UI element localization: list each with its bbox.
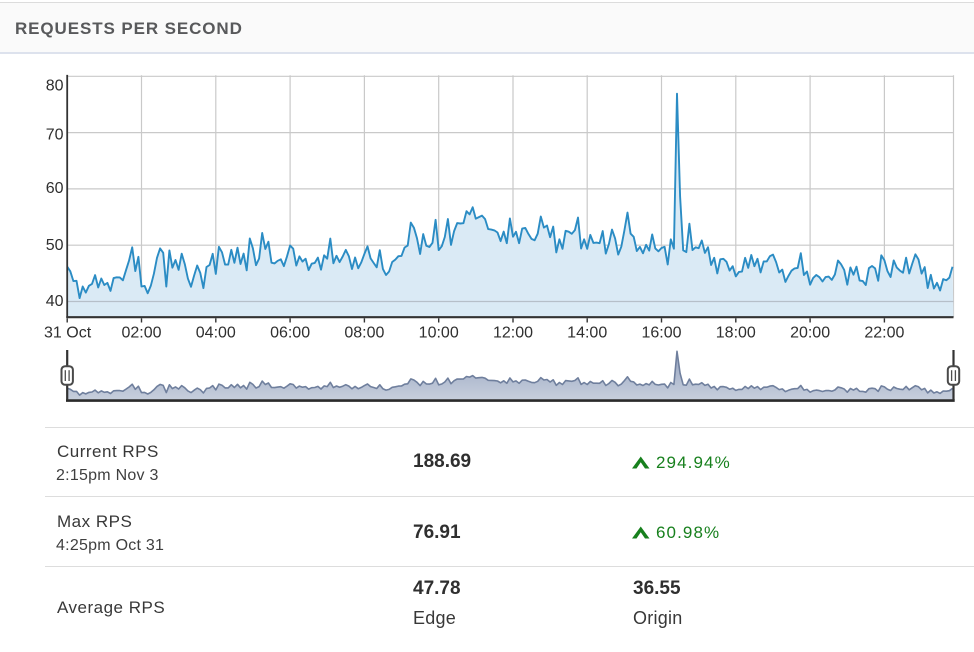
svg-text:12:00: 12:00 — [493, 325, 533, 342]
svg-text:60: 60 — [46, 180, 64, 197]
svg-text:14:00: 14:00 — [567, 325, 607, 342]
svg-text:50: 50 — [46, 237, 64, 254]
svg-text:16:00: 16:00 — [641, 325, 681, 342]
svg-text:20:00: 20:00 — [790, 325, 830, 342]
svg-text:31 Oct: 31 Oct — [44, 325, 92, 342]
svg-text:02:00: 02:00 — [121, 325, 161, 342]
svg-text:70: 70 — [46, 127, 64, 144]
svg-text:08:00: 08:00 — [344, 325, 384, 342]
svg-text:10:00: 10:00 — [419, 325, 459, 342]
svg-text:80: 80 — [46, 78, 64, 95]
svg-text:18:00: 18:00 — [716, 325, 756, 342]
svg-text:40: 40 — [46, 293, 64, 310]
svg-text:22:00: 22:00 — [864, 325, 904, 342]
svg-text:04:00: 04:00 — [196, 325, 236, 342]
svg-text:06:00: 06:00 — [270, 325, 310, 342]
